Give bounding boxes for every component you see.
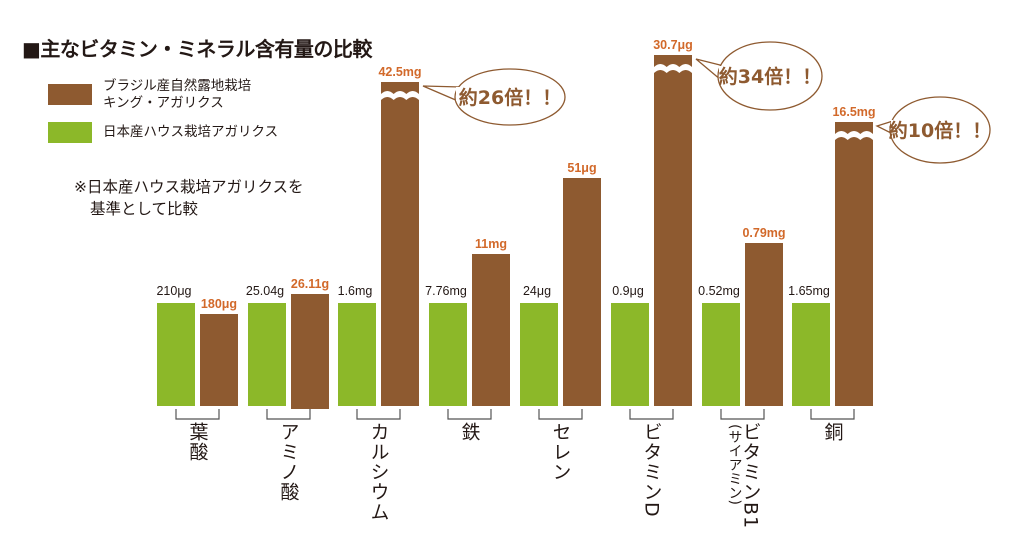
callout-text: 約10倍！！ [889,119,991,142]
axis-break-wave [654,70,692,73]
callout-joint [891,120,897,134]
category-label: 鉄 [458,422,481,442]
callout-pointer [695,58,725,81]
data-label-brazil: 16.5mg [832,105,875,119]
category-bracket [629,409,674,420]
category-label: ビタミンD [640,422,663,518]
category-label: 葉酸 [186,422,209,462]
callout-pointer [422,85,462,102]
callout-text: 約26倍！！ [459,86,561,109]
callout-joint [456,87,462,101]
category-bracket [175,409,220,420]
bar-brazil [835,122,873,406]
data-label-brazil: 11mg [475,237,507,251]
category-bracket [266,409,311,420]
callout-bubble [889,96,991,164]
data-label-brazil: 180μg [201,297,237,311]
bar-house [792,303,830,406]
legend-swatch-brazil [48,84,92,105]
bar-brazil [200,314,238,406]
bar-house [702,303,740,406]
chart-note: ※日本産ハウス栽培アガリクスを 基準として比較 [74,176,304,220]
data-label-house: 7.76mg [425,284,467,298]
legend-swatch-house [48,122,92,143]
category-label: セレン [549,422,572,482]
callout-joint [719,66,725,80]
data-label-house: 0.9μg [612,284,644,298]
data-label-brazil: 26.11g [291,277,329,291]
legend-line: キング・アガリクス [103,95,224,111]
data-label-house: 1.6mg [338,284,373,298]
category-label: ビタミンB1 [739,422,762,530]
legend-line: ブラジル産自然露地栽培 [103,78,252,94]
data-label-house: 1.65mg [788,284,830,298]
bar-brazil [654,55,692,406]
category-bracket [720,409,765,420]
bar-brazil [381,82,419,406]
data-label-house: 210μg [156,284,191,298]
bar-brazil [745,243,783,406]
category-bracket [447,409,492,420]
bar-house [520,303,558,406]
bar-brazil [563,178,601,406]
bar-house [248,303,286,406]
data-label-brazil: 51μg [567,161,596,175]
data-label-brazil: 0.79mg [742,226,785,240]
category-label: カルシウム [367,422,390,522]
category-label: アミノ酸 [277,422,300,502]
chart-title: ■主なビタミン・ミネラル含有量の比較 [22,37,372,61]
category-bracket [810,409,855,420]
data-label-house: 0.52mg [698,284,740,298]
category-bracket [356,409,401,420]
bar-brazil [291,294,329,409]
bar-house [429,303,467,406]
data-label-brazil: 42.5mg [378,65,421,79]
category-sublabel: (サイアミン) [726,424,743,505]
axis-break-wave [835,137,873,140]
data-label-house: 24μg [523,284,551,298]
callout-bubble [717,41,823,111]
callout-text: 約34倍！！ [719,65,821,88]
bar-house [338,303,376,406]
category-label: 銅 [821,422,844,442]
bar-house [611,303,649,406]
legend-label-brazil: ブラジル産自然露地栽培 キング・アガリクス [103,78,251,112]
bar-house [157,303,195,406]
bar-brazil [472,254,510,406]
legend-label-house: 日本産ハウス栽培アガリクス [103,124,279,140]
data-label-house: 25.04g [246,284,284,298]
note-line: 基準として比較 [90,200,199,218]
axis-break-wave [381,97,419,100]
callout-bubble [454,68,566,126]
note-line: ※日本産ハウス栽培アガリクスを [74,178,304,196]
category-bracket [538,409,583,420]
data-label-brazil: 30.7μg [653,38,693,52]
